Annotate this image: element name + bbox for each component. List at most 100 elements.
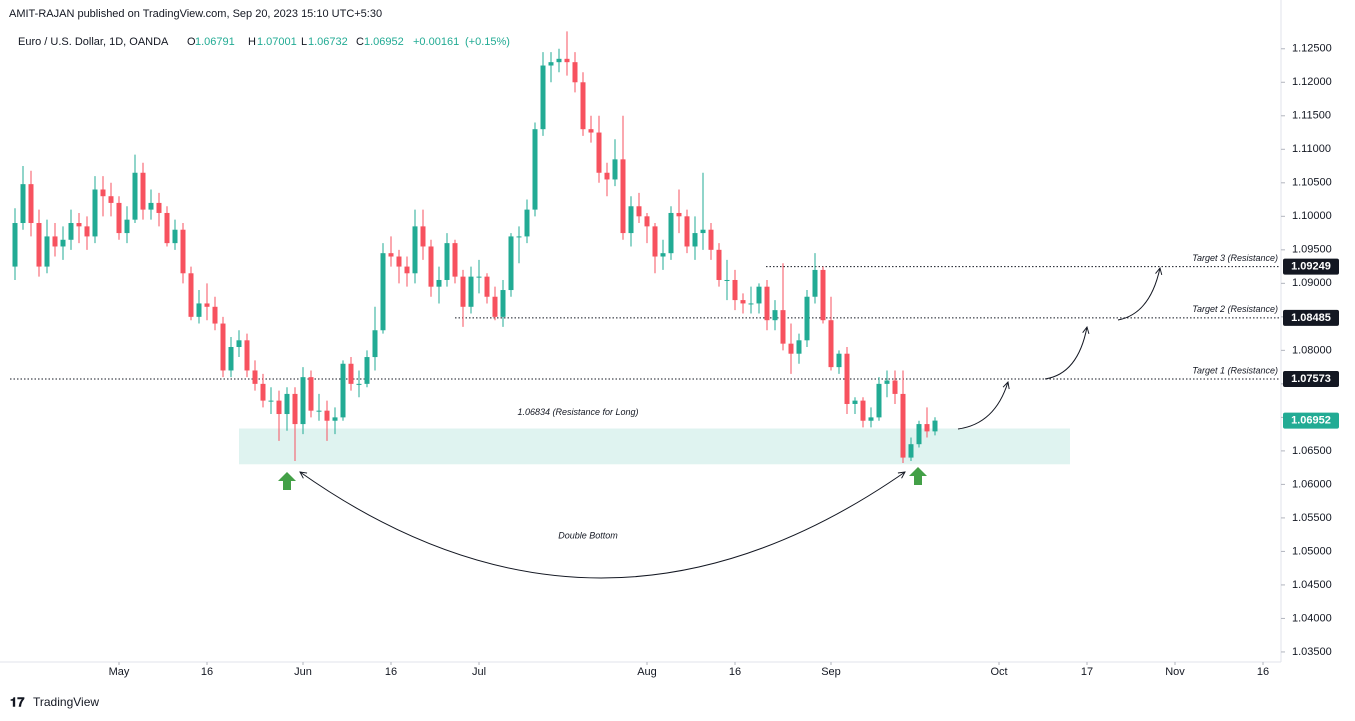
candle-body [844,353,850,404]
legend-key: O [187,36,196,48]
candle-body [236,340,242,348]
y-tick-label: 1.12500 [1292,43,1332,55]
zone-layer: 1.06834 (Resistance for Long) [239,407,1070,465]
x-tick-label: Jun [294,666,312,678]
y-tick-label: 1.05500 [1292,512,1332,524]
candle-body [788,343,794,354]
level-label: Target 1 (Resistance) [1192,365,1278,375]
candle-body [484,276,490,297]
candle-body [252,370,258,384]
candle-body [68,223,74,240]
candle-body [412,226,418,274]
candle-body [276,400,282,415]
price-tag [1283,258,1339,275]
y-tick-label: 1.11500 [1292,110,1331,122]
candle-body [388,253,394,257]
candle-body [196,303,202,317]
candle-body [404,266,410,274]
candle-body [308,377,314,411]
candle-body [444,243,450,280]
footer: TradingView [33,695,99,709]
annotation: Double Bottom [558,530,618,540]
last-price-label: 1.06952 [1291,414,1331,426]
axis-layer: 1.03500 1.04000 1.04500 1.05000 1.05500 1.060… [0,0,1339,678]
x-tick-label: Oct [990,666,1007,678]
candle-body [420,226,426,247]
y-tick-label: 1.12000 [1292,76,1332,88]
candle-body [52,236,58,247]
y-tick-label: 1.10000 [1292,210,1332,222]
candle-body [876,383,882,418]
candle-body [356,383,362,385]
candle-body [924,424,930,432]
level-label: Target 2 (Resistance) [1192,304,1278,314]
candle-body [172,229,178,244]
candle-body [396,256,402,267]
candle-body [676,212,682,217]
candle-body [500,290,506,317]
candle-body [860,400,866,421]
candle-body [44,236,50,267]
candle-body [884,380,890,384]
target-arrow [1117,268,1160,321]
target-arrow [957,382,1008,430]
candle-body [348,363,354,384]
candle-body [452,243,458,277]
candle-body [732,279,738,301]
target-arrow [1044,327,1087,380]
candle-body [508,236,514,291]
candle-body [60,239,66,247]
candle-body [612,159,618,180]
candle-body [596,132,602,173]
candle-body [628,206,634,234]
legend-key: C [356,36,364,48]
candle-body [724,279,730,281]
candle-body [900,393,906,458]
legend-change: +0.00161 [413,36,459,48]
candle-body [516,236,522,238]
candle-body [92,189,98,237]
candle-body [436,279,442,287]
x-tick-label: 16 [201,666,213,678]
candle-body [164,212,170,244]
last-price-tag [1283,412,1339,429]
candle-body [188,273,194,317]
candle-body [148,202,154,210]
y-tick-label: 1.09500 [1292,244,1332,256]
legend-key: L [301,36,307,48]
candle-body [532,129,538,210]
candle-body [340,363,346,418]
candle-body [380,253,386,331]
logo-mark: 𝟏𝟕 [10,694,25,709]
x-tick-label: May [109,666,130,678]
candle-body [796,340,802,354]
legend-change-pct: (+0.15%) [465,36,510,48]
candle-body [756,286,762,304]
candle-body [220,323,226,371]
candle-body [180,229,186,274]
price-tag [1283,370,1339,387]
candle-body [76,223,82,227]
y-tick-label: 1.11000 [1292,143,1331,155]
candle-body [140,172,146,210]
candle-body [556,58,562,63]
candle-body [620,159,626,234]
candle-body [708,229,714,250]
candle-body [492,296,498,317]
up-arrow [278,472,296,490]
candle-body [124,219,130,234]
candle-body [804,296,810,341]
y-tick-label: 1.10500 [1292,177,1332,189]
candle-body [764,286,770,321]
candle-body [316,410,322,412]
x-tick-label: Aug [637,666,657,678]
legend-key: H [248,36,256,48]
legend-close: 1.06952 [364,36,404,48]
y-tick-label: 1.04500 [1292,579,1332,591]
candle-body [908,444,914,458]
candle-body [564,58,570,63]
candle-body [132,172,138,220]
candle-body [364,357,370,384]
